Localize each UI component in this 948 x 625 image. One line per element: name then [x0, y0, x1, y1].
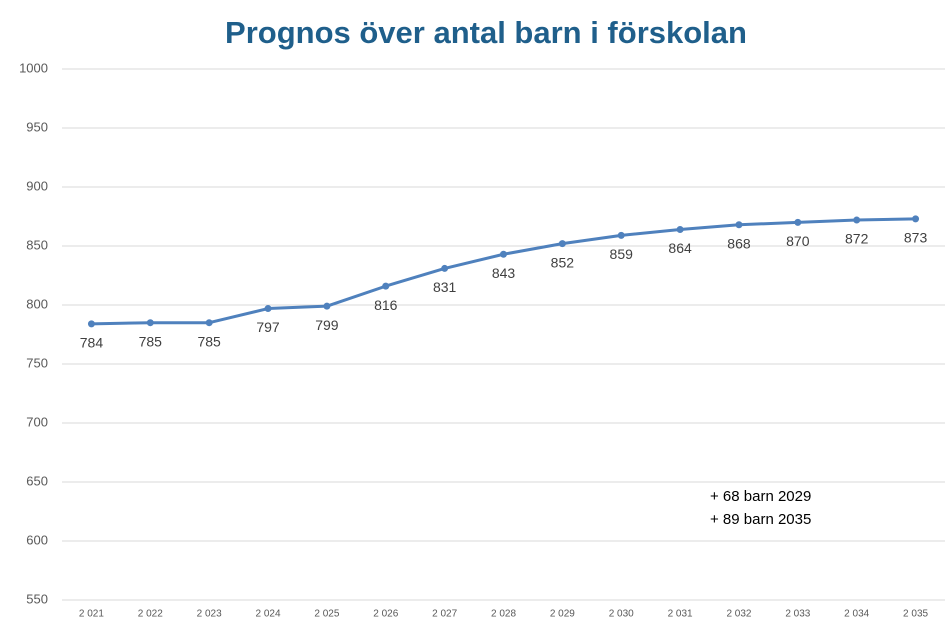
- y-tick-label: 900: [26, 178, 48, 193]
- x-tick-label: 2 026: [373, 609, 398, 620]
- point: [558, 240, 566, 248]
- data-label: 785: [197, 333, 221, 349]
- data-label: 784: [80, 335, 104, 351]
- data-label: 816: [374, 297, 398, 313]
- data-label: 799: [315, 317, 339, 333]
- data-label: 870: [786, 233, 810, 249]
- annotation: + 68 barn 2029: [710, 488, 811, 505]
- x-tick-label: 2 034: [844, 609, 869, 620]
- x-tick-label: 2 024: [256, 609, 281, 620]
- x-tick-label: 2 031: [668, 609, 693, 620]
- x-tick-label: 2 035: [903, 609, 928, 620]
- y-tick-label: 650: [26, 473, 48, 488]
- x-tick-label: 2 028: [491, 609, 516, 620]
- x-tick-label: 2 027: [432, 609, 457, 620]
- y-tick-label: 750: [26, 355, 48, 370]
- point: [146, 319, 154, 327]
- data-label: 859: [610, 246, 634, 262]
- point: [323, 302, 331, 310]
- x-tick-label: 2 030: [609, 609, 634, 620]
- y-tick-label: 850: [26, 237, 48, 252]
- point: [87, 320, 95, 328]
- chart-title: Prognos över antal barn i förskolan: [225, 15, 747, 50]
- data-label: 873: [904, 230, 928, 246]
- data-label: 843: [492, 265, 516, 281]
- data-label: 785: [139, 333, 163, 349]
- data-label: 831: [433, 279, 457, 295]
- point: [617, 231, 625, 239]
- point: [382, 282, 390, 290]
- point: [794, 218, 802, 226]
- x-tick-label: 2 029: [550, 609, 575, 620]
- data-label: 872: [845, 231, 869, 247]
- x-tick-label: 2 032: [726, 609, 751, 620]
- point: [735, 221, 743, 229]
- y-tick-label: 800: [26, 296, 48, 311]
- x-tick-label: 2 023: [197, 609, 222, 620]
- y-tick-label: 550: [26, 591, 48, 606]
- point: [264, 305, 272, 313]
- x-tick-label: 2 021: [79, 609, 104, 620]
- data-label: 797: [256, 319, 280, 335]
- y-tick-label: 1000: [19, 60, 48, 75]
- x-tick-label: 2 025: [314, 609, 339, 620]
- point: [912, 215, 920, 223]
- data-label: 864: [668, 240, 692, 256]
- y-tick-label: 600: [26, 532, 48, 547]
- point: [205, 319, 213, 327]
- y-tick-label: 700: [26, 414, 48, 429]
- x-tick-label: 2 022: [138, 609, 163, 620]
- data-label: 868: [727, 235, 751, 251]
- data-label: 852: [551, 254, 575, 270]
- point: [853, 216, 861, 224]
- x-tick-label: 2 033: [785, 609, 810, 620]
- point: [500, 250, 507, 258]
- point: [441, 264, 449, 272]
- y-tick-label: 950: [26, 119, 48, 134]
- point: [676, 225, 684, 233]
- annotation: + 89 barn 2035: [710, 511, 811, 528]
